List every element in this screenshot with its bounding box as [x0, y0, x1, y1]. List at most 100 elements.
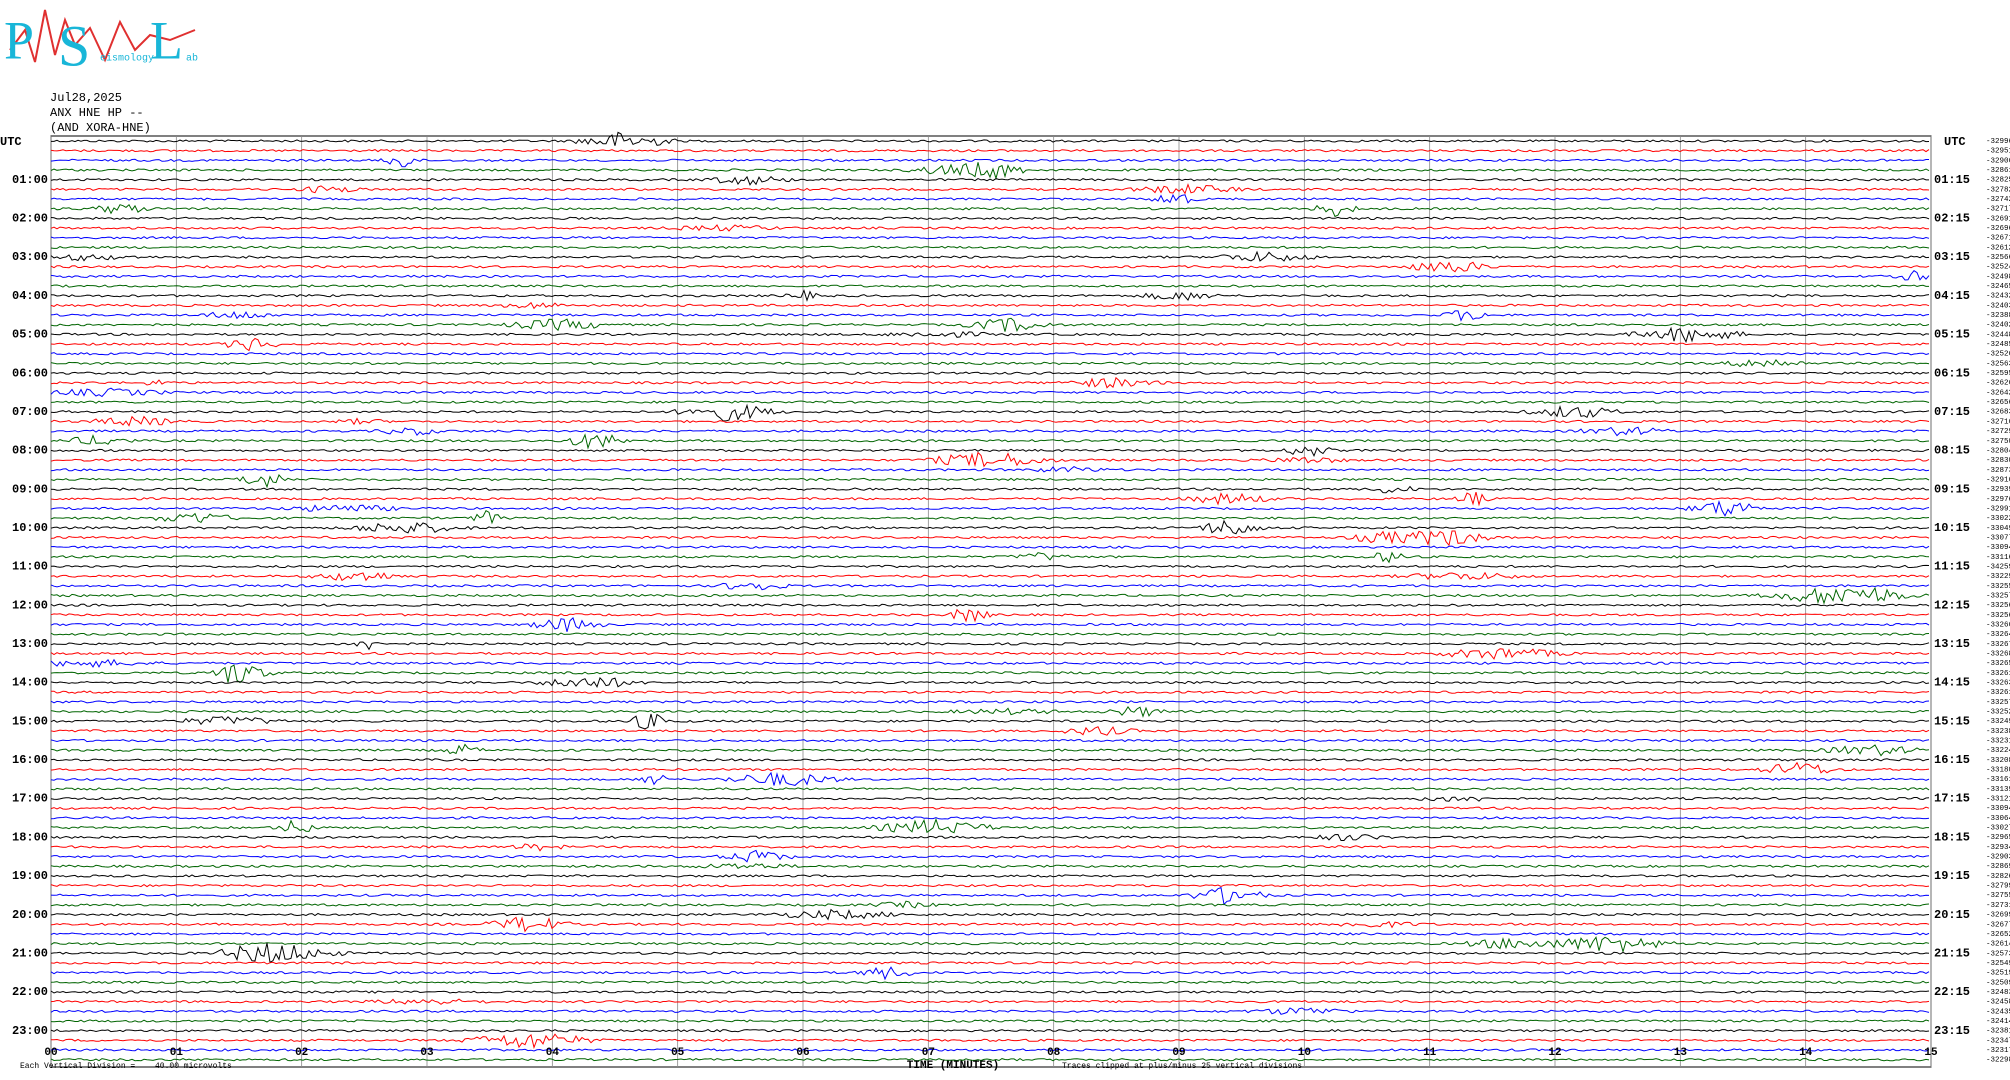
trace [50, 886, 1930, 906]
row-value: -32873 [1986, 467, 2010, 475]
trace [50, 582, 1930, 591]
row-value: -33116 [1986, 554, 2010, 562]
row-value: -32825 [1986, 177, 2010, 185]
trace [50, 1019, 1930, 1023]
x-tick-label: 08 [1047, 1047, 1061, 1059]
hour-label-right: 16:15 [1934, 753, 1970, 767]
hour-label-left: 13:00 [12, 637, 48, 651]
trace [50, 700, 1930, 704]
row-value: -32671 [1986, 235, 2010, 243]
trace [50, 326, 1930, 344]
row-value: -32729 [1986, 428, 2010, 436]
trace [50, 713, 1930, 730]
row-value: -33263 [1986, 680, 2010, 688]
row-value: -33257 [1986, 699, 2010, 707]
grid [50, 136, 1932, 1067]
trace [50, 1033, 1930, 1050]
scale-label: Each Vertical Division = [20, 1062, 135, 1071]
trace [50, 586, 1930, 605]
trace [50, 270, 1930, 281]
hour-label-left: 09:00 [12, 482, 48, 496]
logo-l: L [150, 10, 183, 70]
trace [50, 250, 1930, 262]
trace [50, 352, 1930, 356]
trace [50, 175, 1929, 186]
row-value: -32381 [1986, 1028, 2010, 1036]
row-value: -33180 [1986, 767, 2010, 775]
trace [50, 641, 1930, 651]
hour-label-left: 10:00 [12, 521, 48, 535]
trace [50, 317, 1930, 333]
hour-label-left: 02:00 [12, 212, 48, 226]
trace [50, 932, 1930, 936]
x-tick-label: 02 [295, 1047, 308, 1059]
trace [50, 162, 1930, 181]
logo-p: P [4, 10, 34, 70]
row-value: -32414 [1986, 1018, 2010, 1026]
hour-label-left: 23:00 [12, 1024, 48, 1038]
trace [50, 966, 1930, 981]
trace [50, 433, 1930, 450]
hour-label-left: 18:00 [12, 830, 48, 844]
row-value: -33022 [1986, 515, 2010, 523]
trace [50, 743, 1930, 757]
trace [50, 510, 1930, 525]
trace [50, 245, 1930, 250]
scale-value: 40.00 microvolts [155, 1062, 232, 1071]
trace [50, 916, 1930, 933]
trace [50, 761, 1930, 774]
trace [50, 942, 1930, 964]
row-value: -32699 [1986, 912, 2010, 920]
hour-label-left: 01:00 [12, 173, 48, 187]
hour-label-right: 23:15 [1934, 1024, 1970, 1038]
trace [50, 771, 1930, 786]
row-value: -32731 [1986, 902, 2010, 910]
trace [50, 706, 1930, 718]
logo-s: S [58, 13, 90, 78]
trace [50, 530, 1930, 547]
channel: (AND XORA-HNE) [50, 121, 151, 135]
row-value: -32485 [1986, 341, 2010, 349]
hour-label-left: 05:00 [12, 328, 48, 342]
trace [50, 289, 1930, 302]
trace [50, 658, 1930, 668]
logo-l-rest: ab [186, 53, 198, 65]
trace [50, 301, 1930, 310]
trace [50, 806, 1930, 810]
x-tick-label: 00 [44, 1047, 57, 1059]
row-value: -32612 [1986, 244, 2010, 252]
hour-label-left: 06:00 [12, 366, 48, 380]
row-value: -32652 [1986, 931, 2010, 939]
row-value: -33265 [1986, 660, 2010, 668]
trace [50, 500, 1930, 517]
row-value: -32566 [1986, 254, 2010, 262]
trace [50, 564, 1930, 569]
hour-label-right: 07:15 [1934, 405, 1970, 419]
trace [50, 216, 1930, 221]
row-value: -32403 [1986, 302, 2010, 310]
row-value: -32951 [1986, 148, 2010, 156]
x-tick-label: 06 [796, 1047, 809, 1059]
hour-label-left: 14:00 [12, 676, 48, 690]
trace [50, 415, 1930, 427]
row-value: -32402 [1986, 322, 2010, 330]
row-value: -33161 [1986, 776, 2010, 784]
row-value: -32861 [1986, 167, 2010, 175]
row-value: -33027 [1986, 825, 2010, 833]
trace [50, 817, 1929, 834]
hour-label-right: 01:15 [1934, 173, 1970, 187]
trace [50, 474, 1930, 489]
row-value: -32691 [1986, 215, 2010, 223]
row-value: -32799 [1986, 883, 2010, 891]
row-value: -33094 [1986, 805, 2010, 813]
row-value: -32573 [1986, 950, 2010, 958]
row-value: -32595 [1986, 370, 2010, 378]
x-tick-label: 15 [1924, 1047, 1938, 1059]
hour-label-right: 20:15 [1934, 908, 1970, 922]
hour-label-right: 19:15 [1934, 869, 1970, 883]
trace [50, 400, 1930, 404]
trace [50, 1048, 1930, 1052]
trace [50, 485, 1930, 494]
row-value: -33077 [1986, 534, 2010, 542]
row-value: -32996 [1986, 138, 2010, 146]
